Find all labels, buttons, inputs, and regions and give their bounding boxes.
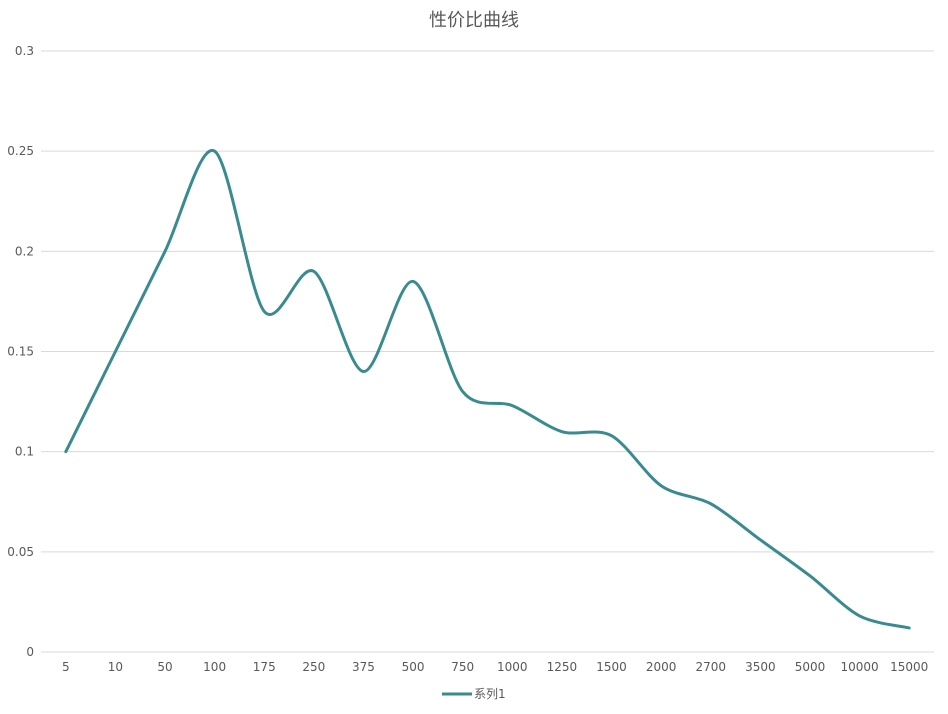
series-layer (64, 149, 911, 630)
x-tick-label: 15000 (890, 660, 928, 674)
y-tick-label: 0.25 (7, 144, 34, 158)
x-tick-label: 10000 (840, 660, 878, 674)
x-tick-label: 5000 (795, 660, 826, 674)
y-tick-label: 0.2 (15, 244, 34, 258)
x-tick-label: 50 (157, 660, 172, 674)
y-tick-label: 0.05 (7, 545, 34, 559)
legend-label-series-1: 系列1 (474, 687, 506, 701)
x-tick-label: 100 (203, 660, 226, 674)
y-tick-label: 0.15 (7, 345, 34, 359)
y-tick-label: 0.1 (15, 445, 34, 459)
x-tick-label: 500 (402, 660, 425, 674)
x-tick-label: 2000 (646, 660, 677, 674)
y-tick-label: 0.3 (15, 44, 34, 58)
x-tick-label: 5 (62, 660, 70, 674)
y-tick-label: 0 (26, 645, 34, 659)
x-tick-label: 175 (253, 660, 276, 674)
x-tick-label: 750 (451, 660, 474, 674)
x-tick-label: 10 (108, 660, 123, 674)
x-tick-label: 250 (302, 660, 325, 674)
x-tick-label: 2700 (695, 660, 726, 674)
x-tick-label: 1250 (547, 660, 578, 674)
x-tick-label: 3500 (745, 660, 776, 674)
series-line-1 (64, 149, 911, 630)
legend: 系列1 (442, 687, 506, 701)
x-tick-label: 1500 (596, 660, 627, 674)
chart-title: 性价比曲线 (429, 10, 519, 31)
gridlines (41, 50, 934, 653)
y-axis-ticks: 0 0.05 0.1 0.15 0.2 0.25 0.3 (7, 44, 34, 659)
x-axis-ticks: 5 10 50 100 175 250 375 500 750 1000 1250 1500 2000 2… (62, 660, 928, 674)
x-tick-label: 375 (352, 660, 375, 674)
x-tick-label: 1000 (497, 660, 528, 674)
